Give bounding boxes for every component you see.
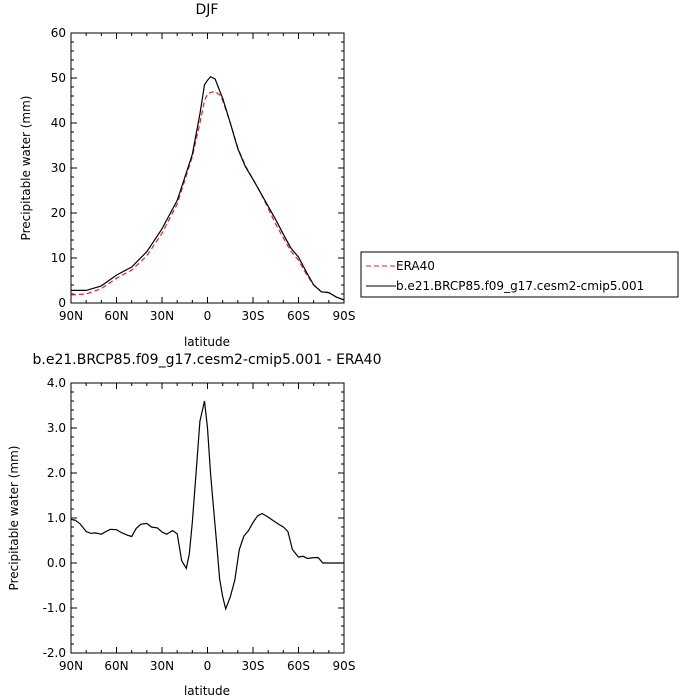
y-tick-label: 30 — [51, 161, 66, 175]
x-tick-label: 60N — [104, 659, 128, 673]
top-xlabel: latitude — [184, 335, 230, 349]
series-line-0-0 — [70, 90, 345, 301]
legend-label-model: b.e21.BRCP85.f09_g17.cesm2-cmip5.001 — [396, 279, 644, 293]
top-ticks: 90N 60N 30N 0 30S 60S 90S 0 10 20 30 40 50 60 — [51, 26, 356, 323]
x-tick-label: 90N — [59, 309, 83, 323]
bottom-ylabel: Precipitable water (mm) — [7, 446, 21, 591]
top-ylabel: Precipitable water (mm) — [19, 96, 33, 241]
y-tick-label: -2.0 — [43, 646, 66, 660]
y-tick-label: 20 — [51, 206, 66, 220]
y-tick-label: 2.0 — [47, 466, 66, 480]
x-tick-label: 0 — [204, 659, 212, 673]
bottom-series — [70, 400, 344, 611]
bottom-panel: b.e21.BRCP85.f09_g17.cesm2-cmip5.001 - E… — [7, 352, 381, 698]
y-tick-label: 0.0 — [47, 556, 66, 570]
y-tick-label: 60 — [51, 26, 66, 40]
x-tick-label: 30N — [150, 659, 174, 673]
y-tick-label: 1.0 — [47, 511, 66, 525]
legend: ERA40 b.e21.BRCP85.f09_g17.cesm2-cmip5.0… — [360, 251, 679, 298]
x-tick-label: 90N — [59, 659, 83, 673]
top-panel: DJF 90N 60N 30N 0 30S 60S 90S 0 10 20 30 40 50 60 lat… — [19, 2, 355, 349]
x-tick-label: 30S — [242, 309, 265, 323]
y-tick-label: 0 — [58, 296, 66, 310]
y-tick-label: 4.0 — [47, 376, 66, 390]
y-tick-label: -1.0 — [43, 601, 66, 615]
x-tick-label: 30S — [242, 659, 265, 673]
series-line-0-1 — [71, 75, 345, 301]
bottom-title: b.e21.BRCP85.f09_g17.cesm2-cmip5.001 - E… — [33, 352, 382, 368]
bottom-xlabel: latitude — [184, 684, 230, 698]
x-tick-label: 60N — [104, 309, 128, 323]
top-series — [70, 75, 345, 301]
x-tick-label: 30N — [150, 309, 174, 323]
y-tick-label: 40 — [51, 116, 66, 130]
bottom-ticks: 90N 60N 30N 0 30S 60S 90S -2.0 -1.0 0.0 1.0 2.0 3.0 4… — [43, 376, 356, 673]
x-tick-label: 0 — [204, 309, 212, 323]
x-tick-label: 60S — [287, 309, 310, 323]
legend-box — [360, 251, 679, 298]
y-tick-label: 10 — [51, 251, 66, 265]
top-title: DJF — [196, 2, 219, 18]
legend-label-era40: ERA40 — [396, 259, 435, 273]
x-tick-label: 60S — [287, 659, 310, 673]
y-tick-label: 50 — [51, 71, 66, 85]
x-tick-label: 90S — [333, 659, 356, 673]
series-line-1-0 — [70, 400, 344, 611]
x-tick-label: 90S — [333, 309, 356, 323]
top-plot-frame — [70, 32, 345, 304]
y-tick-label: 3.0 — [47, 421, 66, 435]
